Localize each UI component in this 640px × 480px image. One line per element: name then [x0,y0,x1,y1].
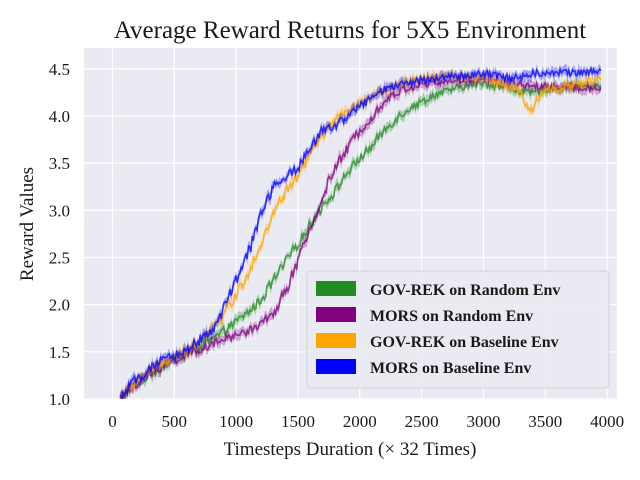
x-tick-label: 2500 [405,412,439,431]
series-band [119,70,601,399]
legend-label: MORS on Random Env [370,308,533,325]
x-tick-label: 0 [108,412,117,431]
legend-label: GOV-REK on Random Env [370,282,560,299]
x-tick-label: 500 [162,412,188,431]
legend-swatch [316,359,356,374]
legend-swatch [316,281,356,296]
legend-label: MORS on Baseline Env [370,360,531,377]
x-axis-label: Timesteps Duration (× 32 Times) [224,439,477,460]
series-band [119,75,601,399]
y-tick-label: 1.5 [49,343,70,362]
y-tick-label: 4.5 [49,60,70,79]
series-line [119,74,602,399]
y-tick-label: 4.0 [49,107,70,126]
y-tick-label: 3.0 [49,201,70,220]
y-tick-label: 2.0 [49,296,70,315]
legend-swatch [316,333,356,348]
x-tick-label: 2000 [343,412,377,431]
legend: GOV-REK on Random Env MORS on Random Env G… [306,270,610,389]
series-line [119,79,602,399]
x-tick-label: 3000 [466,412,500,431]
series-layer [119,63,602,399]
y-axis-label: Reward Values [17,167,38,281]
y-tick-label: 2.5 [49,248,70,267]
legend-label: GOV-REK on Baseline Env [370,334,559,351]
series-line [119,65,602,399]
x-tick-labels: 0 500 1000 1500 2000 2500 3000 3500 4000 [108,412,624,431]
x-tick-label: 1500 [281,412,315,431]
y-tick-labels: 1.0 1.5 2.0 2.5 3.0 3.5 4.0 4.5 [49,60,70,409]
series-band [119,66,601,399]
y-tick-label: 3.5 [49,154,70,173]
legend-swatch [316,307,356,322]
x-tick-label: 1000 [219,412,253,431]
x-tick-label: 4000 [590,412,624,431]
chart-title: Average Reward Returns for 5X5 Environme… [114,17,586,44]
x-tick-label: 3500 [528,412,562,431]
y-tick-label: 1.0 [49,390,70,409]
legend-frame [306,270,610,389]
